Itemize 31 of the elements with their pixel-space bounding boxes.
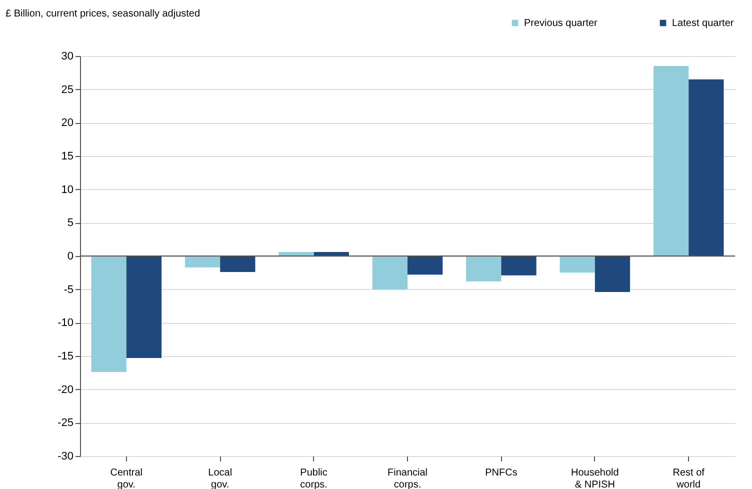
y-tick-label: -25 [58,417,74,430]
y-tick-label: -30 [58,450,74,462]
bar [560,256,595,273]
bar [653,66,689,256]
x-tick-label: PNFCs [485,468,518,478]
legend-label: Latest quarter [672,18,734,29]
bar [372,256,408,290]
y-axis-title: £ Billion, current prices, seasonally adjusted [6,8,200,20]
y-tick-label: -10 [58,317,74,330]
legend-label: Previous quarter [524,18,598,29]
bar [126,256,162,358]
bar [501,256,536,276]
bar [466,256,502,282]
y-tick-label: 30 [61,50,74,62]
y-tick-label: -5 [64,284,74,296]
bar [220,256,256,272]
y-tick-label: 15 [61,150,74,162]
bar [408,256,443,275]
bar [184,256,220,268]
y-tick-label: 0 [67,250,74,262]
bar [91,256,126,372]
y-tick-label: 10 [61,184,74,196]
y-tick-label: 20 [61,117,74,130]
y-tick-label: 25 [61,84,74,96]
x-tick-label: Rest of world [672,468,705,489]
y-tick-label: -20 [58,384,74,396]
y-tick-label: -15 [58,350,74,362]
bar [688,79,724,256]
bar [594,256,630,292]
y-tick-label: 5 [67,217,74,230]
x-tick-label: Household & NPISH [571,468,619,489]
